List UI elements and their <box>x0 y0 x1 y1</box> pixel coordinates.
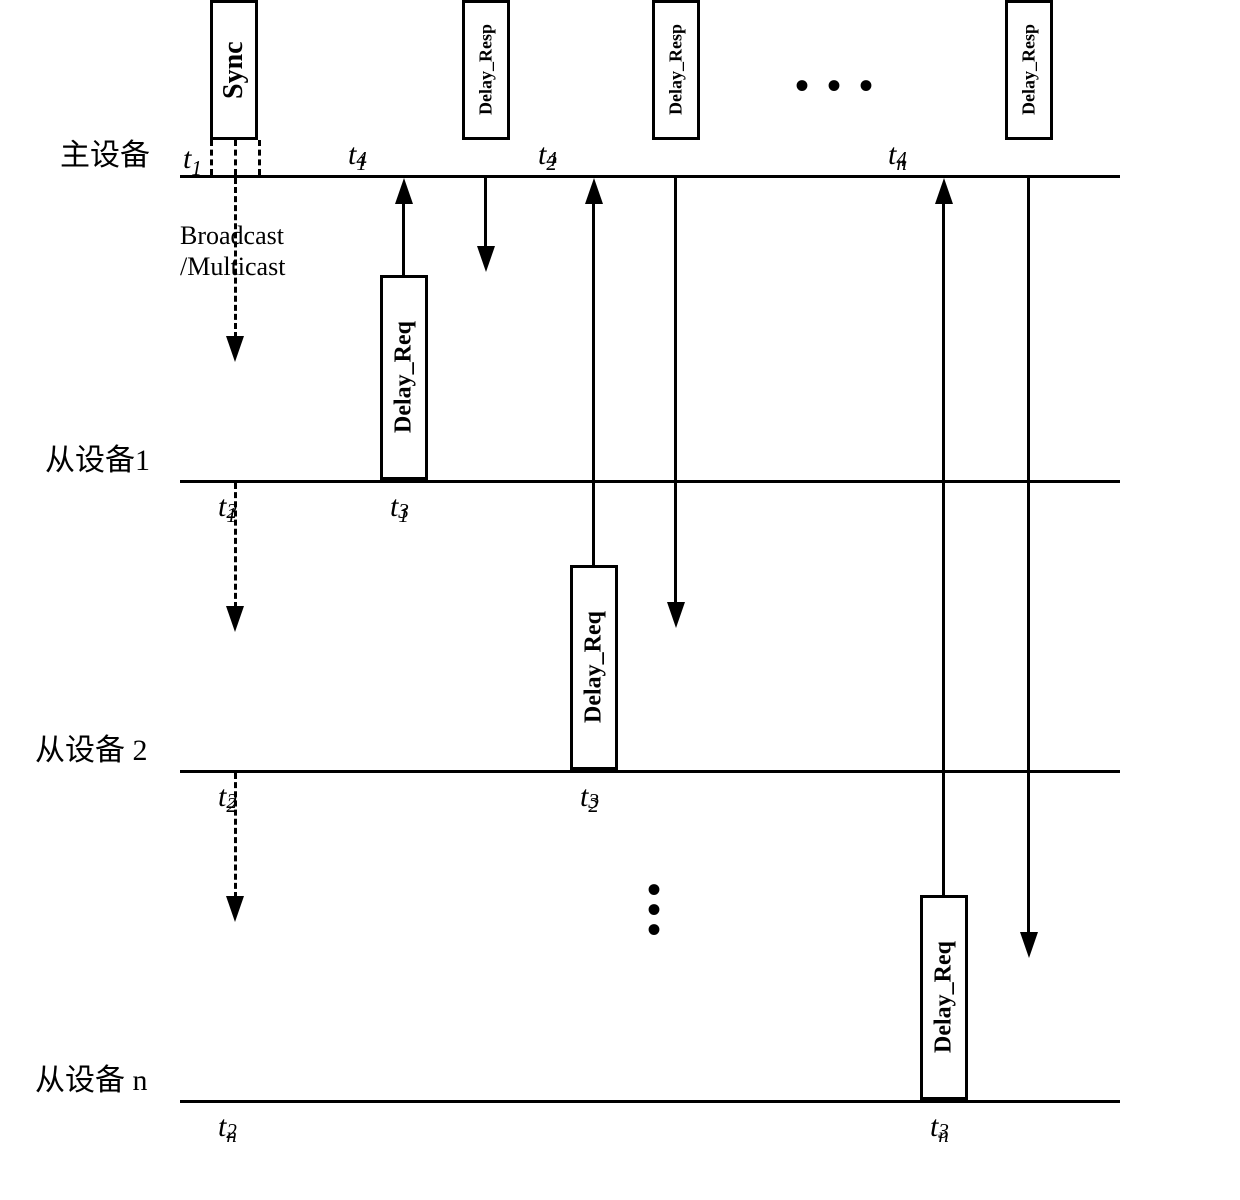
timeline-slave1-label: 从设备1 <box>45 435 150 479</box>
time-t22: t22 <box>218 780 247 814</box>
horizontal-ellipsis: • • • <box>795 62 877 109</box>
timeline-slave2-label: 从设备 2 <box>35 725 148 769</box>
reqn-arrow-line <box>942 200 945 895</box>
broadcast-arrow-1-head <box>226 336 244 362</box>
timeline-slaven-label: 从设备 n <box>35 1055 148 1099</box>
respn-arrow-line <box>1027 178 1030 934</box>
time-t4n: tn4 <box>888 138 917 172</box>
reqn-arrow-head <box>935 178 953 204</box>
delay-req-1-box: Delay_Req <box>380 275 428 480</box>
time-t21: t12 <box>218 490 247 524</box>
respn-arrow-head <box>1020 932 1038 958</box>
time-t42: t24 <box>538 138 567 172</box>
broadcast-label: Broadcast /Multicast <box>180 220 285 282</box>
time-t1: t1 <box>183 142 202 181</box>
time-t2n: tn2 <box>218 1110 247 1144</box>
time-t41: t14 <box>348 138 377 172</box>
timeline-slaven <box>180 1100 1120 1103</box>
req1-arrow-head <box>395 178 413 204</box>
sync-box: Sync <box>210 0 258 140</box>
resp2-arrow-head <box>667 602 685 628</box>
delay-resp-2-box: Delay_Resp <box>652 0 700 140</box>
timeline-master-label: 主设备 <box>60 130 150 174</box>
time-t31: t13 <box>390 490 419 524</box>
time-t32: t23 <box>580 780 609 814</box>
delay-resp-1-box: Delay_Resp <box>462 0 510 140</box>
req2-arrow-head <box>585 178 603 204</box>
req2-arrow-line <box>592 200 595 565</box>
broadcast-dash-2 <box>234 140 237 175</box>
broadcast-arrow-2-head <box>226 606 244 632</box>
vertical-ellipsis: ••• <box>647 880 665 940</box>
timeline-slave2 <box>180 770 1120 773</box>
delay-req-n-box: Delay_Req <box>920 895 968 1100</box>
delay-resp-n-box: Delay_Resp <box>1005 0 1053 140</box>
time-t3n: tn3 <box>930 1110 959 1144</box>
broadcast-arrow-3-head <box>226 896 244 922</box>
timeline-slave1 <box>180 480 1120 483</box>
req1-arrow-line <box>402 200 405 275</box>
timing-diagram: 主设备 从设备1 从设备 2 从设备 n Broadcast /Multicas… <box>0 0 1240 1200</box>
timeline-master <box>180 175 1120 178</box>
resp1-arrow-head <box>477 246 495 272</box>
resp2-arrow-line <box>674 178 677 604</box>
broadcast-dash-3 <box>258 140 261 175</box>
broadcast-dash-1 <box>210 140 213 175</box>
delay-req-2-box: Delay_Req <box>570 565 618 770</box>
resp1-arrow-line <box>484 178 487 248</box>
